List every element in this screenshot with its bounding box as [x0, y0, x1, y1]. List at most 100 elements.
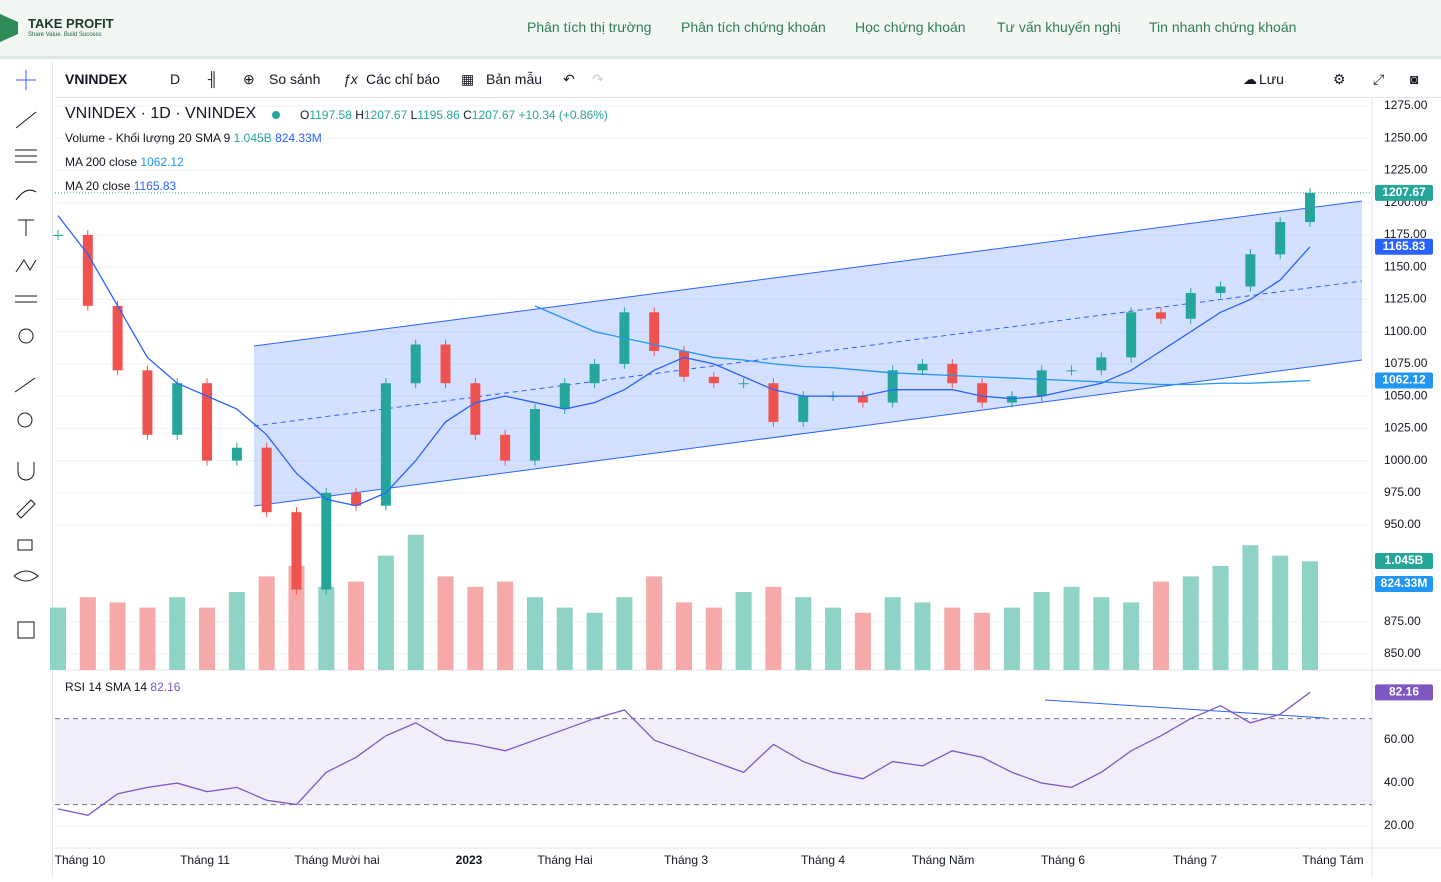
volume-bar — [944, 607, 961, 670]
symbol[interactable]: VNINDEX — [65, 71, 128, 87]
candle-body — [1215, 286, 1226, 293]
candle-body — [798, 396, 809, 422]
nav-item[interactable]: Phân tích thị trường — [527, 19, 652, 35]
x-tick-label: Tháng 4 — [801, 853, 845, 867]
save[interactable]: Lưu — [1259, 71, 1284, 87]
h-value: 1207.67 — [364, 108, 408, 122]
candle-body — [857, 396, 868, 403]
rsi-band — [55, 718, 1372, 805]
o-label: O — [300, 108, 309, 122]
candle-body — [887, 370, 898, 403]
candle-body — [1126, 312, 1137, 358]
nav-item[interactable]: Học chứng khoán — [855, 19, 966, 35]
volume-bar — [765, 586, 782, 670]
candle-body — [231, 447, 242, 461]
volume-bar — [139, 607, 156, 670]
x-tick-label: Tháng 6 — [1041, 853, 1085, 867]
y-tick-label: 1225.00 — [1384, 163, 1428, 177]
indicators[interactable]: Các chỉ báo — [366, 71, 440, 87]
undo[interactable]: ↶ — [563, 71, 575, 87]
candle-body — [977, 383, 988, 403]
bars-icon[interactable]: ╢ — [208, 71, 218, 87]
compare-icon[interactable]: ⊕ — [243, 71, 255, 87]
candle-body — [1275, 222, 1286, 255]
volume-bar — [735, 592, 752, 670]
nav-item[interactable]: Phân tích chứng khoán — [681, 19, 826, 35]
volume-bar — [407, 534, 424, 670]
volume-value: 1.045B — [234, 131, 272, 145]
y-tick-label: 1075.00 — [1384, 356, 1428, 370]
candle-body — [1305, 192, 1315, 223]
channel-upper — [253, 200, 1363, 347]
status-dot — [272, 111, 280, 119]
volume-bar — [526, 597, 543, 670]
legend-interval: 1D — [150, 105, 170, 122]
c-value: 1207.67 — [472, 108, 516, 122]
nav-item[interactable]: Tư vấn khuyến nghị — [997, 19, 1121, 35]
volume-bar — [1272, 555, 1289, 670]
candle-body — [351, 492, 362, 506]
candle-body — [410, 344, 421, 384]
tool-icons — [13, 70, 39, 639]
candle-body — [1036, 370, 1047, 397]
candle-body — [82, 234, 93, 306]
legend-symbol-name: VNINDEX — [65, 105, 136, 122]
l-label: L — [411, 108, 418, 122]
snapshot[interactable]: ◙ — [1410, 71, 1419, 87]
y-tick-label: 1150.00 — [1384, 259, 1427, 273]
settings[interactable]: ⚙ — [1333, 71, 1346, 87]
tagline: Share Value. Build Success — [28, 32, 102, 38]
volume-bar — [377, 555, 394, 670]
y-tick-label: 1025.00 — [1384, 421, 1428, 435]
x-tick-label: 2023 — [456, 853, 483, 867]
volume-bar — [1033, 592, 1050, 670]
rsi-line — [57, 691, 1311, 817]
x-tick-label: Tháng Năm — [912, 853, 975, 867]
redo[interactable]: ↷ — [592, 71, 604, 87]
volume-sma-badge-bg — [1375, 576, 1433, 592]
candle-body — [261, 447, 272, 513]
candle-body — [619, 312, 630, 364]
volume-bar — [914, 602, 931, 670]
logo: TAKE PROFIT — [28, 16, 114, 31]
fullscreen[interactable]: ⤢ — [1373, 71, 1385, 87]
volume-sma-badge: 824.33M — [1381, 576, 1428, 590]
legend-symbol: VNINDEX · 1D · VNINDEX — [65, 105, 256, 122]
templates[interactable]: Bản mẫu — [486, 71, 543, 87]
volume-bar — [1182, 576, 1199, 670]
candle-body — [828, 396, 839, 398]
volume-bar — [1093, 597, 1110, 670]
volume-bar — [467, 586, 484, 670]
rsi-trendline — [1044, 699, 1326, 719]
volume-bar — [258, 576, 275, 670]
ma200-badge: 1062.12 — [1382, 373, 1426, 387]
templates-icon[interactable]: ▦ — [461, 71, 475, 87]
nav-item[interactable]: Tin nhanh chứng khoán — [1149, 19, 1297, 35]
interval[interactable]: D — [170, 71, 181, 87]
candle-body — [1006, 396, 1017, 403]
volume-bar — [974, 612, 991, 670]
fx-icon[interactable]: ƒx — [343, 71, 358, 87]
candle-body — [589, 363, 600, 384]
toolbar: VNINDEX D ╢ ⊕ So sánh ƒx Các chỉ báo ▦ B… — [55, 62, 1441, 98]
rsi-legend: RSI 14 SMA 14 82.16 — [65, 680, 181, 694]
volume-bar — [109, 602, 126, 670]
compare[interactable]: So sánh — [269, 71, 321, 87]
candle-body — [1066, 370, 1077, 372]
rsi-badge-bg — [1375, 684, 1433, 701]
candle-body — [440, 344, 451, 384]
volume-bar — [616, 597, 633, 670]
cloud-icon[interactable]: ☁ — [1243, 71, 1257, 87]
volume-bar — [854, 612, 871, 670]
candle-body — [500, 434, 511, 461]
candle-body — [768, 383, 779, 422]
ma200-line — [534, 305, 1311, 386]
x-tick-label: Tháng 11 — [180, 853, 230, 867]
y-tick-label: 975.00 — [1384, 485, 1421, 499]
volume-label: Volume - Khối lượng 20 SMA 9 — [65, 131, 231, 145]
rsi-tick-label: 20.00 — [1384, 818, 1414, 832]
regression-channel — [254, 201, 1362, 506]
y-tick-label: 1125.00 — [1384, 292, 1427, 306]
volume-bar — [169, 597, 186, 670]
candle-body — [321, 492, 332, 590]
